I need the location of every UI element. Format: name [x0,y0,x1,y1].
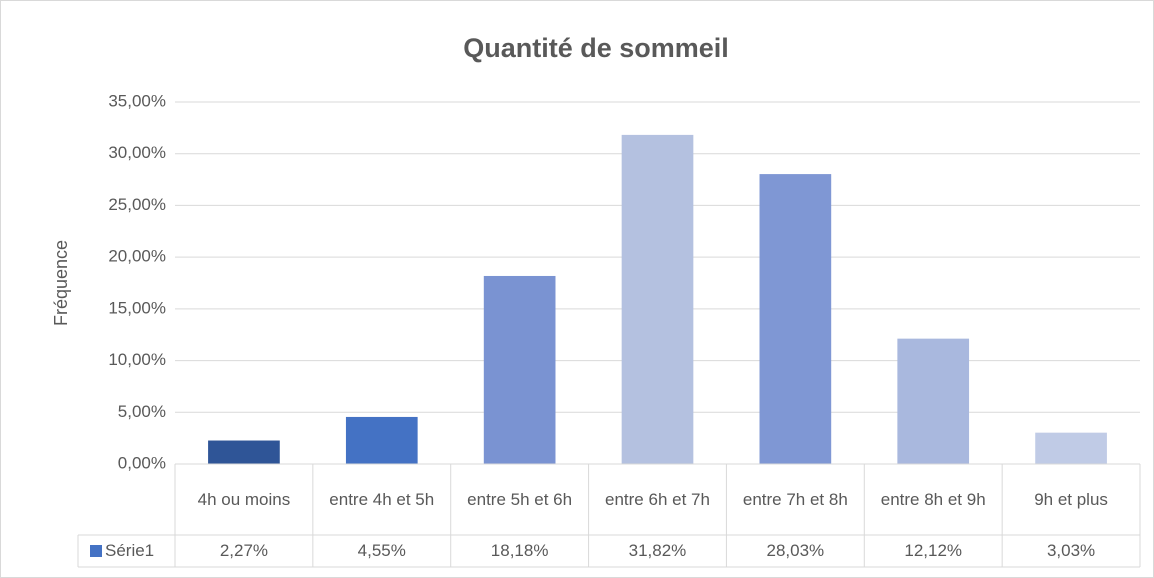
category-label-text: entre 6h et 7h [605,489,710,509]
legend-swatch [90,545,102,557]
y-tick-label: 30,00% [108,143,166,162]
category-label: entre 4h et 5h [313,464,451,535]
value-label-text: 2,27% [219,541,269,560]
bar [345,416,418,464]
category-label: 4h ou moins [175,464,313,535]
category-label-text: entre 4h et 5h [329,489,435,509]
value-label-text: 31,82% [628,541,687,560]
category-label-text: entre 8h et 9h [880,489,986,509]
value-label-text: 18,18% [490,541,549,560]
bar [621,134,694,464]
bar [759,174,832,464]
category-label: entre 6h et 7h [589,464,727,535]
category-label: entre 5h et 6h [451,464,589,535]
value-label: 28,03% [726,535,864,567]
category-label-text: entre 7h et 8h [742,489,848,509]
y-tick-label: 10,00% [108,350,166,369]
category-label-text: 4h ou moins [197,489,291,509]
y-axis-label: Fréquence [51,240,71,326]
y-tick-label: 20,00% [108,247,166,266]
category-label-text: entre 5h et 6h [467,489,573,509]
category-label: entre 7h et 8h [726,464,864,535]
y-tick-label: 15,00% [108,298,166,317]
chart-title: Quantité de sommeil [463,33,729,63]
legend-entry: Série1 [78,535,175,567]
bar [208,440,280,464]
value-label: 18,18% [451,535,589,567]
value-label-text: 12,12% [904,541,963,560]
y-tick-label: 0,00% [118,453,166,472]
value-label-text: 4,55% [357,541,406,560]
value-label: 31,82% [589,535,727,567]
y-tick-label: 5,00% [118,402,166,421]
value-label-text: 3,03% [1046,541,1096,560]
category-label-text: 9h et plus [1034,489,1108,509]
y-tick-label: 25,00% [108,195,166,214]
value-label-text: 28,03% [766,541,825,560]
bar [483,275,556,464]
value-label: 3,03% [1002,535,1140,567]
category-label: entre 8h et 9h [864,464,1002,535]
category-label: 9h et plus [1002,464,1140,535]
legend-entry-text: Série1 [105,541,155,560]
value-label: 12,12% [864,535,1002,567]
value-label: 2,27% [175,535,313,567]
value-label: 4,55% [313,535,451,567]
y-tick-label: 35,00% [108,91,166,110]
bar [897,338,970,464]
bar [1035,432,1107,464]
